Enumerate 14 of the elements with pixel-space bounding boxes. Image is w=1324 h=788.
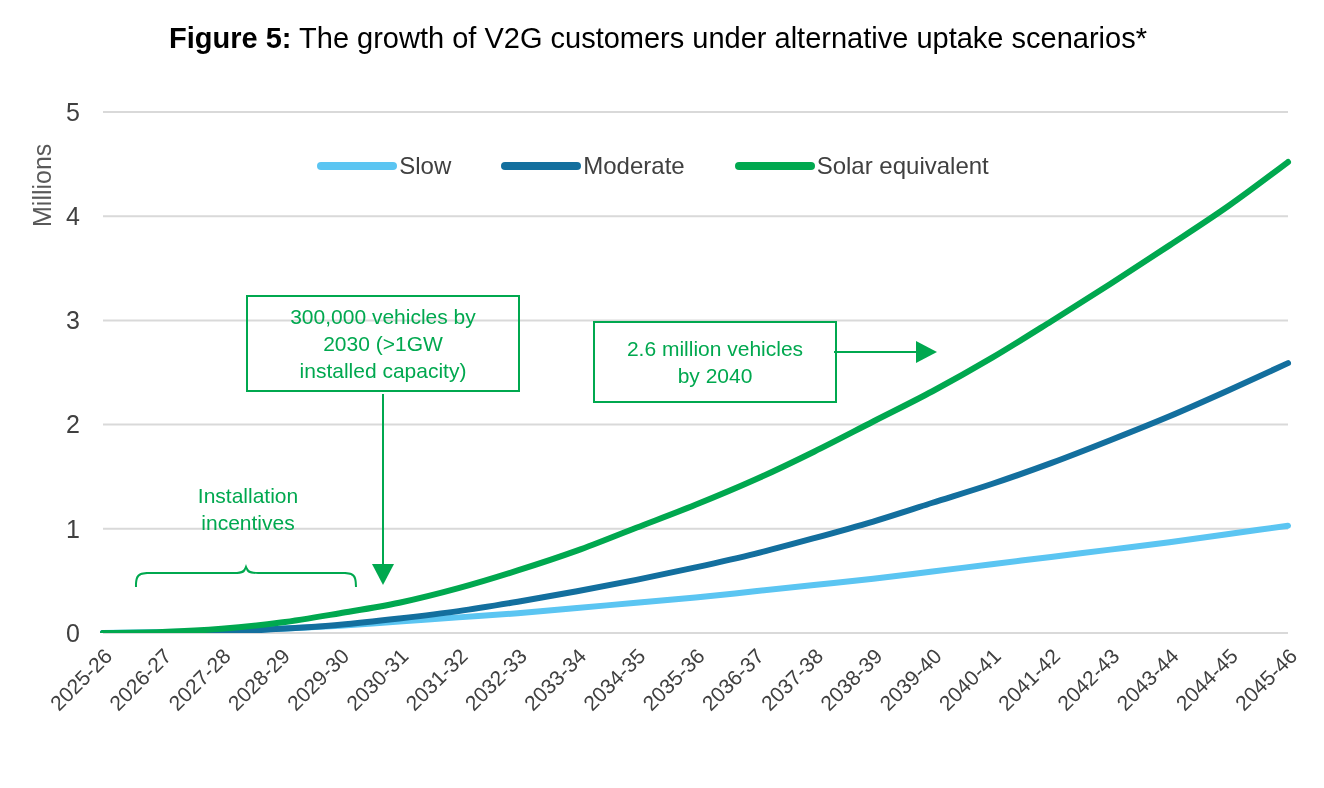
- y-tick-label: 0: [66, 618, 80, 647]
- y-tick-label: 2: [66, 410, 80, 439]
- legend-label: Solar equivalent: [816, 152, 989, 180]
- chart-title: Figure 5: The growth of V2G customers under alternative uptake scenarios*: [168, 21, 1148, 56]
- y-tick-label: 5: [66, 97, 80, 126]
- y-tick-label: 3: [66, 306, 80, 335]
- y-tick-label: 1: [66, 514, 80, 543]
- y-axis-title: Millions: [27, 143, 56, 227]
- y-tick-label: 4: [66, 202, 81, 231]
- annotation: 300,000 vehicles by 2030 (>1GW installed capacity): [246, 295, 520, 392]
- legend-label: Moderate: [583, 152, 685, 180]
- annotation: Installation incentives: [196, 483, 300, 536]
- legend-label: Slow: [399, 152, 452, 180]
- annotation: 2.6 million vehicles by 2040: [593, 321, 837, 403]
